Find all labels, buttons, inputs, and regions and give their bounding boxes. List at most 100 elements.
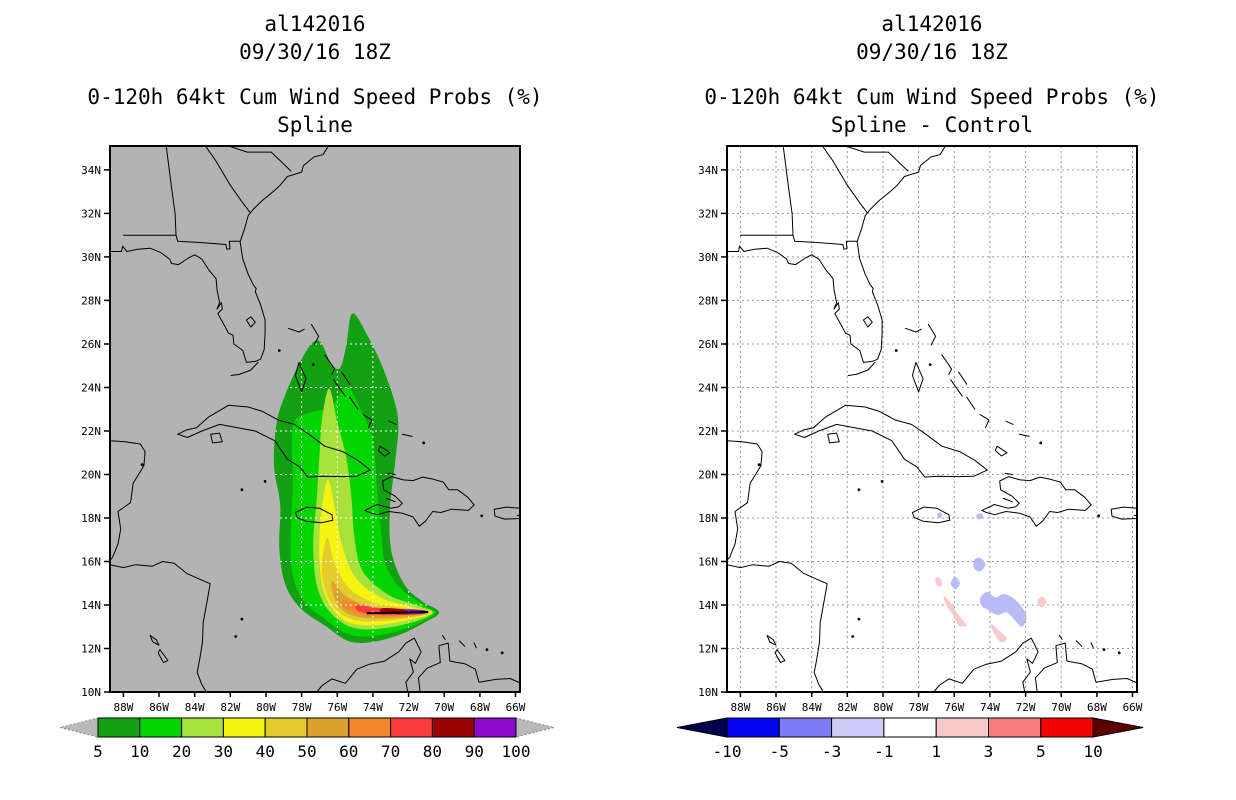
- coastline: [204, 146, 251, 213]
- lon-tick-label: 86W: [766, 701, 786, 714]
- diff-blob-4: [976, 513, 984, 520]
- island-dot: [1039, 441, 1043, 445]
- product-title: 0-120h 64kt Cum Wind Speed Probs (%): [704, 85, 1160, 109]
- colorbar-cell: [306, 717, 350, 738]
- island-dot: [894, 349, 898, 352]
- coastline: [1005, 420, 1014, 425]
- coastline: [230, 361, 259, 376]
- lon-tick-label: 80W: [256, 701, 276, 714]
- coastline: [727, 440, 763, 561]
- coastlines: [110, 146, 520, 692]
- map-frame: [726, 145, 1138, 693]
- island-dot: [234, 635, 238, 638]
- product-title: 0-120h 64kt Cum Wind Speed Probs (%): [87, 85, 543, 109]
- diff-blob-3: [937, 512, 942, 519]
- island-dot: [485, 648, 489, 651]
- lat-tick-label: 16N: [698, 556, 718, 569]
- lat-tick-label: 26N: [698, 338, 718, 351]
- lon-tick-label: 84W: [185, 701, 205, 714]
- coastline: [958, 371, 968, 385]
- island-dot: [928, 363, 932, 366]
- lat-tick-label: 20N: [698, 469, 718, 482]
- diff-blob-8: [1037, 596, 1047, 608]
- diff-blob-9: [962, 622, 967, 627]
- lat-tick-label: 32N: [698, 207, 718, 220]
- coastline: [862, 316, 873, 328]
- coastline: [1110, 506, 1137, 520]
- colorbar-arrow-right: [515, 717, 555, 738]
- coastline: [149, 634, 160, 646]
- lon-tick-label: 70W: [434, 701, 454, 714]
- lon-tick-label: 86W: [149, 701, 169, 714]
- coastline: [981, 476, 1092, 527]
- coastlines: [727, 146, 1137, 692]
- colorbar-cell: [778, 717, 833, 738]
- island-dot: [500, 651, 504, 655]
- coastline: [387, 472, 396, 475]
- lon-tick-label: 88W: [113, 701, 133, 714]
- coastline: [377, 445, 391, 457]
- colorbar-label: 60: [339, 742, 358, 761]
- lon-tick-label: 72W: [1016, 701, 1036, 714]
- lat-tick-label: 10N: [698, 686, 718, 699]
- island-dot: [240, 617, 244, 621]
- diff-blob-1: [973, 557, 986, 572]
- colorbar-cell: [431, 717, 475, 738]
- coastline: [385, 497, 396, 503]
- lat-tick-label: 28N: [698, 294, 718, 307]
- coastline: [847, 361, 876, 376]
- coastline: [362, 414, 373, 429]
- lat-tick-label: 22N: [81, 425, 101, 438]
- lat-tick-label: 30N: [698, 251, 718, 264]
- colorbar-cell: [348, 717, 392, 738]
- lon-tick-label: 68W: [1087, 701, 1107, 714]
- colorbar-cell: [139, 717, 183, 738]
- coastline: [794, 404, 988, 478]
- colorbar-label: 80: [423, 742, 442, 761]
- colorbar-label: 5: [1036, 742, 1046, 761]
- coastline: [349, 396, 359, 410]
- coastline: [1075, 640, 1083, 647]
- coastline: [911, 506, 951, 524]
- colorbar-cell: [264, 717, 308, 738]
- method-label: Spline - Control: [830, 113, 1034, 137]
- island-dot: [857, 617, 861, 621]
- coastline: [727, 561, 828, 692]
- left-panel-titles: al142016 09/30/16 18Z 0-120h 64kt Cum Wi…: [55, 10, 575, 139]
- diff-blob-5: [943, 596, 965, 627]
- map-background: [727, 146, 1137, 692]
- coastline: [245, 316, 256, 328]
- coastline: [774, 649, 786, 664]
- colorbar-label: 30: [214, 742, 233, 761]
- coastline: [165, 146, 177, 236]
- lat-tick-label: 30N: [81, 251, 101, 264]
- map-frame: [109, 145, 521, 693]
- coastline: [341, 371, 351, 385]
- coastline: [911, 361, 924, 393]
- lon-tick-label: 66W: [506, 701, 526, 714]
- island-dot: [480, 514, 484, 518]
- colorbar-cell: [181, 717, 224, 738]
- colorbar-label: 90: [465, 742, 484, 761]
- lat-tick-label: 10N: [81, 686, 101, 699]
- colorbar-label: 10: [1083, 742, 1102, 761]
- coastline: [782, 146, 794, 236]
- coastline: [739, 234, 858, 250]
- lon-tick-label: 70W: [1051, 701, 1071, 714]
- lon-tick-label: 66W: [1123, 701, 1143, 714]
- probability-colorbar: 5 10 20 30 40 50 60 70 80 90 100: [59, 717, 555, 761]
- colorbar-cell: [222, 717, 266, 738]
- coastline: [324, 354, 336, 375]
- island-dot: [1102, 648, 1106, 651]
- coastline: [473, 642, 477, 649]
- lon-tick-label: 74W: [980, 701, 1000, 714]
- colorbar-cell: [883, 717, 937, 738]
- island-dot: [140, 463, 144, 467]
- lon-tick-label: 72W: [399, 701, 419, 714]
- colorbar-arrow-left: [676, 717, 728, 738]
- lon-tick-label: 78W: [909, 701, 929, 714]
- island-dot: [1097, 514, 1101, 518]
- lon-tick-label: 74W: [363, 701, 383, 714]
- lat-tick-label: 22N: [698, 425, 718, 438]
- lat-tick-label: 14N: [81, 599, 101, 612]
